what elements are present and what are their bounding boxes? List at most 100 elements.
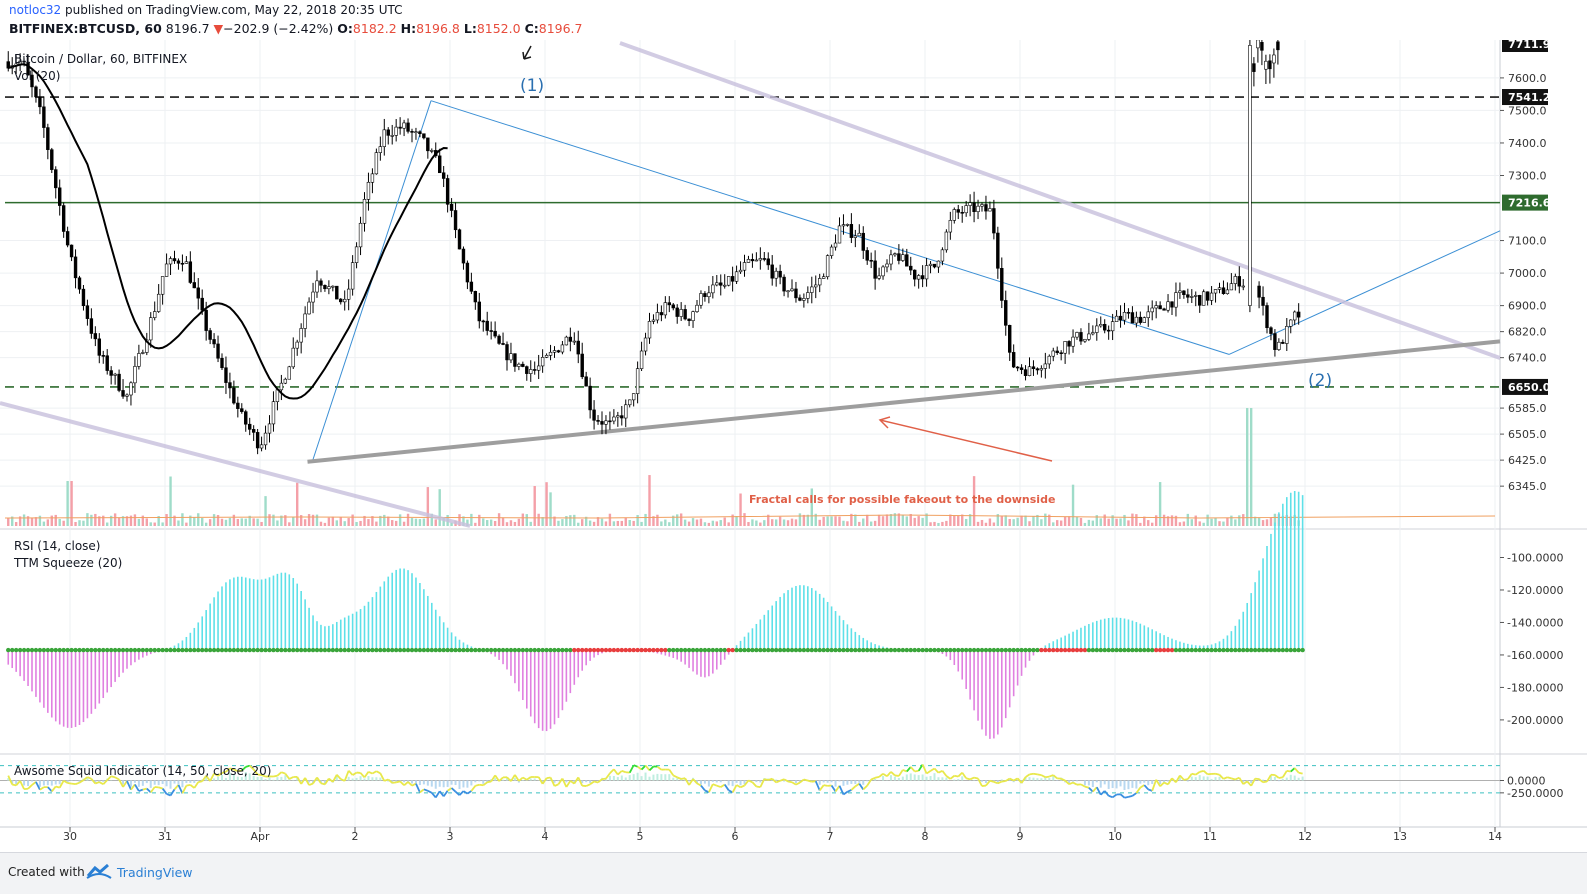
squid-signal-line	[891, 772, 895, 776]
squeeze-dot	[833, 648, 837, 652]
squeeze-dot	[172, 648, 176, 652]
volume-bar	[308, 514, 310, 526]
volume-bar	[502, 517, 504, 526]
squid-signal-line	[851, 786, 855, 790]
squid-area-bar	[961, 776, 963, 780]
squeeze-dot	[434, 648, 438, 652]
squid-area-bar	[138, 781, 140, 787]
squeeze-dot	[568, 648, 572, 652]
tradingview-logo-icon[interactable]	[86, 862, 112, 880]
candle	[1028, 367, 1031, 376]
change-arrow: ▼	[214, 21, 224, 36]
squid-area-bar	[898, 778, 900, 781]
squeeze-dot	[750, 648, 754, 652]
candle	[882, 267, 885, 276]
candle	[1274, 334, 1277, 350]
candle	[367, 182, 370, 199]
squid-signal-line	[1033, 774, 1037, 775]
squeeze-dot	[414, 648, 418, 652]
volume-bar	[1151, 523, 1153, 526]
squid-area-bar	[1072, 781, 1074, 782]
squid-signal-line	[598, 779, 602, 782]
volume-bar	[181, 513, 183, 526]
squid-area-bar	[759, 781, 761, 783]
squeeze-dot	[259, 648, 263, 652]
candle	[799, 298, 802, 301]
squid-signal-line	[990, 781, 994, 782]
symbol-label[interactable]: BITFINEX:BTCUSD, 60	[9, 21, 162, 36]
candle	[735, 272, 738, 281]
squeeze-dot	[861, 648, 865, 652]
candle	[292, 348, 295, 367]
squeeze-dot	[802, 648, 806, 652]
symbol-line: BITFINEX:BTCUSD, 60 8196.7 ▼−202.9 (−2.4…	[9, 21, 583, 36]
squid-area-bar	[835, 781, 837, 787]
squeeze-dot	[885, 648, 889, 652]
squid-signal-line	[1132, 793, 1136, 796]
squid-area-bar	[882, 776, 884, 780]
axes-layer	[70, 40, 1548, 832]
candle	[106, 356, 109, 371]
squeeze-dot	[489, 648, 493, 652]
candle	[917, 276, 920, 280]
volume-bar	[260, 522, 262, 526]
tradingview-brand[interactable]: TradingView	[117, 865, 193, 880]
author-link[interactable]: notloc32	[9, 3, 61, 17]
squid-signal-line	[594, 781, 598, 782]
squid-area-bar	[866, 781, 868, 782]
volume-bar	[961, 515, 963, 526]
squid-area-bar	[823, 781, 825, 783]
squeeze-dot	[837, 648, 841, 652]
squeeze-dot	[671, 648, 675, 652]
volume-bar	[205, 523, 207, 526]
candle	[1123, 312, 1126, 320]
squid-signal-line	[1002, 781, 1006, 782]
time-tick-label: 12	[1298, 830, 1312, 843]
high-value: 8196.8	[416, 21, 460, 36]
candle	[810, 287, 813, 293]
squeeze-dot	[1067, 648, 1071, 652]
candle	[122, 390, 125, 396]
candle	[260, 445, 263, 448]
squid-area-bar	[704, 781, 706, 784]
volume-bar	[993, 522, 995, 526]
squid-signal-line	[424, 789, 428, 791]
squeeze-dot	[93, 648, 97, 652]
candle	[933, 264, 936, 267]
candle	[1127, 312, 1130, 313]
price-tick-label: 7600.0	[1508, 72, 1547, 85]
candle	[779, 271, 782, 277]
squid-signal-line	[1113, 794, 1117, 797]
candle	[957, 210, 960, 213]
candle	[114, 374, 117, 375]
squid-area-bar	[375, 777, 377, 780]
volume-bar	[1092, 521, 1094, 526]
squeeze-dot	[1229, 648, 1233, 652]
price-change: −202.9 (−2.42%)	[223, 21, 333, 36]
candle	[981, 205, 984, 207]
squeeze-dot	[782, 648, 786, 652]
volume-bar	[1084, 523, 1086, 526]
volume-bar	[882, 516, 884, 526]
chart-svg[interactable]: (1)(2)Fractal calls for possible fakeout…	[0, 40, 1587, 852]
candle	[1095, 326, 1098, 333]
squeeze-dot	[525, 648, 529, 652]
squeeze-dot	[1099, 648, 1103, 652]
squid-signal-line	[646, 766, 650, 771]
candle	[327, 287, 330, 289]
candle	[1087, 334, 1090, 339]
volume-bar	[31, 518, 33, 526]
volume-bar	[581, 519, 583, 526]
candle	[1297, 312, 1300, 317]
candle	[842, 225, 845, 226]
squid-area-bar	[1100, 781, 1102, 788]
squid-area-bar	[1290, 775, 1292, 781]
squeeze-dot	[821, 648, 825, 652]
candle	[846, 224, 849, 225]
candle	[1024, 370, 1027, 376]
candle	[177, 261, 180, 263]
footer: Created with TradingView	[0, 852, 1587, 894]
time-tick-label: 10	[1108, 830, 1122, 843]
volume-layer	[5, 408, 1495, 526]
squeeze-dot	[58, 648, 62, 652]
